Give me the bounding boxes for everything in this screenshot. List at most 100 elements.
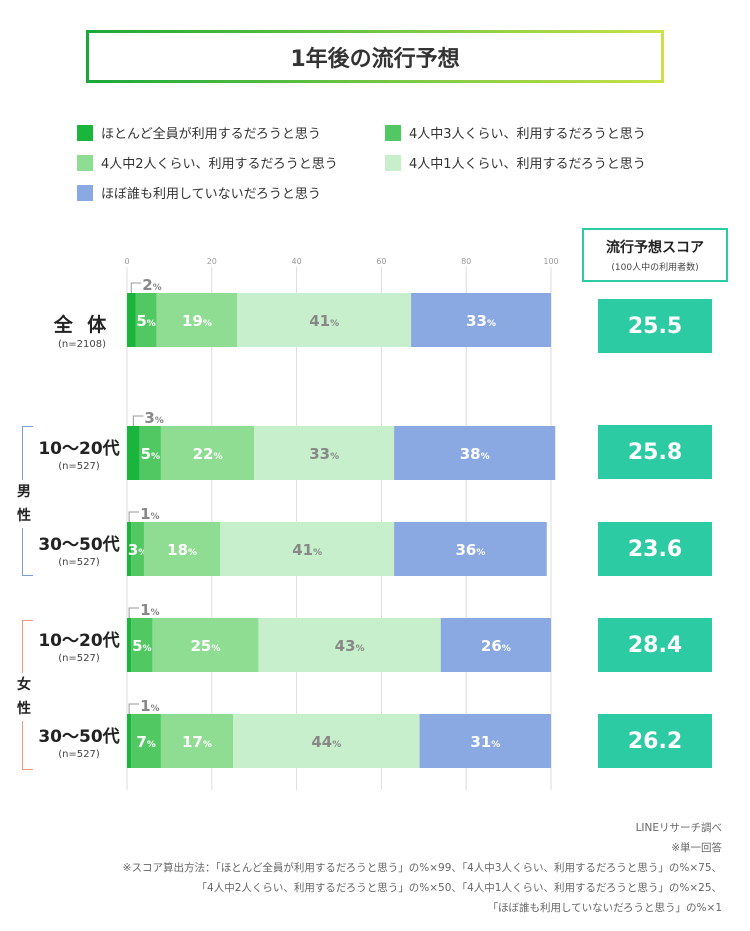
bar-segment [254,426,395,480]
legend-swatch [385,154,401,171]
callout-label: 2% [142,276,161,294]
bar-segment [127,426,140,480]
bar-segment [152,618,259,672]
row-label-sub: (n=527) [58,461,100,472]
data-label: 41% [309,312,339,330]
score-header: 流行予想スコア (100人中の利用者数) [582,228,728,282]
score-header-title: 流行予想スコア [606,240,704,256]
x-tick-label: 40 [292,257,302,266]
callout-line [130,282,142,293]
row-label-female-young: 10〜20代 (n=527) [36,626,122,664]
bar-segment [237,293,412,347]
data-label: 5% [136,312,155,330]
row-label-main: 全 体 [53,314,111,336]
group-label-male: 男性 [14,480,34,528]
row-label-sub: (n=527) [58,653,100,664]
bar-segment [139,426,161,480]
x-tick-label: 0 [124,257,129,266]
bar-segment [127,714,132,768]
bar-segment [160,714,233,768]
legend-label: 4人中1人くらい、利用するだろうと思う [409,157,646,172]
row-label-male-young: 10〜20代 (n=527) [36,434,122,472]
note-single-answer: ※単一回答 [671,842,722,854]
bar-segment [127,293,136,347]
row-label-main: 10〜20代 [38,439,120,459]
data-label: 26% [481,637,511,655]
callout-label: 1% [140,601,159,619]
score-male-older: 23.6 [598,522,712,576]
legend-swatch [77,154,93,171]
x-tick-label: 100 [543,257,558,266]
row-label-male-older: 30〜50代 (n=527) [36,530,122,568]
bar-segment [160,426,255,480]
bar-segment [258,618,441,672]
legend-swatch [77,184,93,201]
data-label: 17% [182,733,212,751]
bar-segment [220,522,395,576]
note-score-method: ※スコア算出方法：「ほとんど全員が利用するだろうと思う」の%×99、「4人中3人… [122,862,722,874]
legend-swatch [77,124,93,141]
legend-swatch [385,124,401,141]
x-tick-label: 80 [461,257,471,266]
data-label: 19% [182,312,212,330]
bar-segment [440,618,551,672]
score-male-young: 25.8 [598,425,712,479]
data-label: 5% [141,445,160,463]
score-female-older: 26.2 [598,714,712,768]
bar-segment [127,522,132,576]
data-label: 41% [292,541,322,559]
data-label: 31% [470,733,500,751]
bar-segment [419,714,551,768]
callout-line [128,607,140,618]
bar-segment [394,426,556,480]
bar-segment [156,293,238,347]
data-label: 25% [190,637,220,655]
x-tick-label: 20 [207,257,217,266]
legend-label: 4人中2人くらい、利用するだろうと思う [101,157,338,172]
data-label: 22% [193,445,223,463]
callout-line [128,703,140,714]
data-label: 38% [460,445,490,463]
data-label: 33% [309,445,339,463]
bar-segment [127,618,132,672]
bar-segment [135,293,157,347]
x-tick-label: 60 [376,257,386,266]
row-label-main: 30〜50代 [38,727,120,747]
row-label-main: 10〜20代 [38,631,120,651]
legend-label: ほとんど全員が利用するだろうと思う [101,127,321,142]
bar-segment [131,618,153,672]
data-label: 18% [167,541,197,559]
legend-label: ほぼ誰も利用していないだろうと思う [101,187,321,202]
row-label-main: 30〜50代 [38,535,120,555]
legend-item-quarter: 4人中1人くらい、利用するだろうと思う [385,153,646,172]
row-label-total: 全 体 (n=2108) [40,310,124,350]
data-label: 5% [132,637,151,655]
note-score-method-2: 「4人中2人くらい、利用するだろうと思う」の%×50、「4人中1人くらい、利用す… [196,882,722,894]
group-label-female: 女性 [14,673,34,721]
bar-segment [394,522,547,576]
callout-label: 3% [144,409,163,427]
score-female-young: 28.4 [598,618,712,672]
callout-line [132,415,144,426]
legend-label: 4人中3人くらい、利用するだろうと思う [409,127,646,142]
bar-segment [131,522,144,576]
bar-segment [233,714,420,768]
bar-segment [131,714,161,768]
note-score-method-3: 「ほぼ誰も利用していないだろうと思う」の%×1 [487,902,722,914]
callout-label: 1% [140,697,159,715]
legend-item-none: ほぼ誰も利用していないだろうと思う [77,183,321,202]
data-label: 43% [335,637,365,655]
chart-title: 1年後の流行予想 [86,30,664,83]
legend-item-all: ほとんど全員が利用するだろうと思う [77,123,321,142]
legend-item-half: 4人中2人くらい、利用するだろうと思う [77,153,338,172]
row-label-sub: (n=2108) [58,339,106,350]
footnotes: LINEリサーチ調べ ※単一回答 ※スコア算出方法：「ほとんど全員が利用するだろ… [123,818,722,918]
data-label: 7% [136,733,155,751]
legend-item-three-quarters: 4人中3人くらい、利用するだろうと思う [385,123,646,142]
bar-segment [411,293,551,347]
row-label-sub: (n=527) [58,557,100,568]
row-label-sub: (n=527) [58,749,100,760]
data-label: 33% [466,312,496,330]
score-total: 25.5 [598,299,712,353]
